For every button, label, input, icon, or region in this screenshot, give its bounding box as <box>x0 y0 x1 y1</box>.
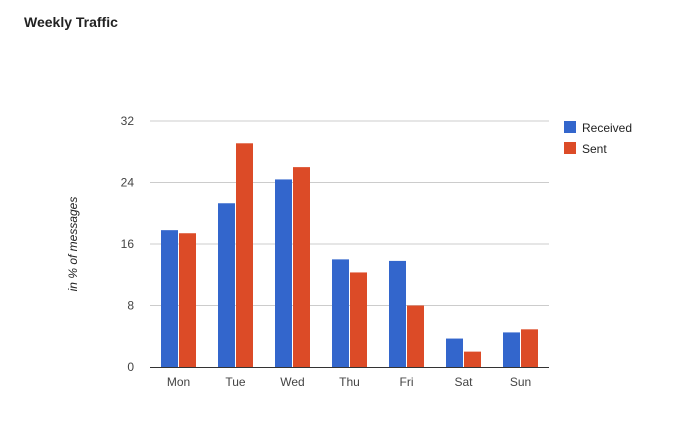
y-tick-label: 24 <box>121 176 135 190</box>
legend-swatch-received <box>564 121 576 133</box>
legend: Received Sent <box>564 121 632 156</box>
x-tick-label: Tue <box>225 375 246 389</box>
bar-sent-mon <box>179 233 196 367</box>
bar-received-sun <box>503 332 520 367</box>
y-tick-label: 8 <box>127 299 134 313</box>
y-tick-label: 32 <box>121 114 135 128</box>
y-axis-ticks: 0 8 16 24 32 <box>121 114 135 374</box>
x-tick-label: Sat <box>454 375 473 389</box>
bar-sent-wed <box>293 167 310 367</box>
bar-sent-sun <box>521 329 538 367</box>
y-axis-title: in % of messages <box>66 197 80 292</box>
legend-label-received: Received <box>582 121 632 135</box>
legend-label-sent: Sent <box>582 142 607 156</box>
bar-received-fri <box>389 261 406 367</box>
bar-received-sat <box>446 339 463 367</box>
legend-swatch-sent <box>564 142 576 154</box>
x-tick-label: Thu <box>339 375 360 389</box>
x-tick-label: Mon <box>167 375 190 389</box>
bar-received-wed <box>275 179 292 367</box>
bar-received-mon <box>161 230 178 367</box>
bar-sent-thu <box>350 272 367 367</box>
bar-sent-sat <box>464 352 481 367</box>
bar-received-thu <box>332 259 349 367</box>
bar-sent-fri <box>407 306 424 368</box>
x-axis-ticks: Mon Tue Wed Thu Fri Sat Sun <box>167 375 531 389</box>
x-tick-label: Fri <box>400 375 414 389</box>
y-tick-label: 16 <box>121 237 135 251</box>
x-tick-label: Wed <box>280 375 304 389</box>
bar-received-tue <box>218 203 235 367</box>
y-tick-label: 0 <box>127 360 134 374</box>
gridlines <box>150 121 549 306</box>
bar-sent-tue <box>236 143 253 367</box>
bars <box>161 143 538 367</box>
x-tick-label: Sun <box>510 375 531 389</box>
